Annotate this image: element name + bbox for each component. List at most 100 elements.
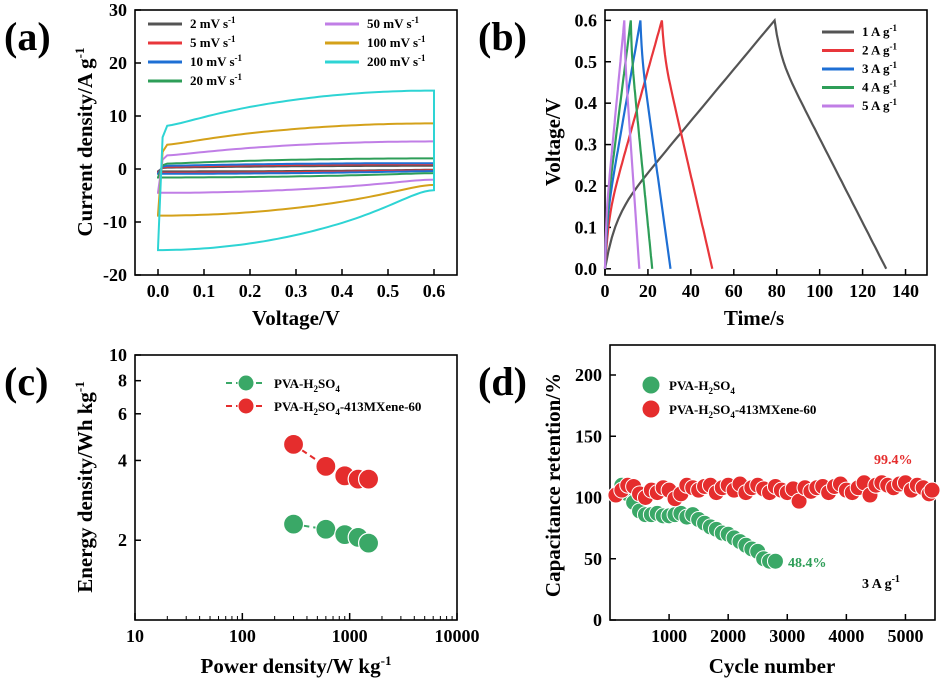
legend-swatch-marker-c (237, 397, 255, 415)
legend-label-a-sup: -1 (418, 53, 426, 63)
ragone-point (282, 433, 305, 455)
x-tick-label-c: 10 (126, 626, 144, 646)
cv-curves (157, 89, 435, 252)
y-axis-title-a-text: Current density/A g (73, 58, 97, 237)
legend-label-a-text: 5 mV s (190, 35, 228, 50)
x-tick-label-a: 0.4 (331, 281, 354, 301)
panel-d: (d) 1000 2000 3000 4000 5000 0 50 100 150 200 PV… (478, 344, 941, 678)
y-tick-label-c: 10 (109, 345, 127, 365)
legend-swatch-marker-d (641, 375, 661, 395)
cycling-points (607, 474, 941, 570)
y-tick-label-a: 20 (109, 53, 127, 73)
x-tick-label-a: 0.0 (147, 281, 170, 301)
legend-swatch-marker-c (237, 374, 255, 392)
cv-curve (157, 89, 435, 252)
legend-label-a-sup: -1 (235, 72, 243, 82)
legend-label-c-sub2: 4 (335, 384, 340, 394)
legend-label-d-text2: SO (713, 402, 730, 417)
legend-label-a-text: 200 mV s (367, 54, 418, 69)
legend-label-a-text: 10 mV s (190, 54, 235, 69)
x-tick-label-d: 4000 (828, 626, 864, 646)
cycling-point (923, 481, 941, 499)
x-ticks-c: 10 100 1000 10000 (126, 613, 480, 646)
panel-label-d: (d) (478, 359, 527, 404)
legend-label-b-sup: -1 (889, 23, 897, 33)
legend-label-b: 2 A g-1 (862, 42, 897, 58)
panel-label-a: (a) (4, 14, 51, 59)
legend-label-c-text: PVA-H (274, 376, 313, 391)
legend-label-a-text: 2 mV s (190, 16, 228, 31)
legend-label-b: 4 A g-1 (862, 79, 897, 95)
legend-label-b-sup: -1 (889, 97, 897, 107)
y-tick-label-d: 150 (575, 426, 602, 446)
x-tick-label-d: 5000 (887, 626, 923, 646)
legend-label-a-sup: -1 (418, 34, 426, 44)
legend-label-a: 2 mV s-1 (190, 15, 236, 31)
gcd-curves (603, 17, 888, 270)
legend-label-c-text2: SO (318, 399, 335, 414)
y-tick-label-d: 50 (584, 549, 602, 569)
legend-label-a-text: 100 mV s (367, 35, 418, 50)
y-tick-label-b: 0.2 (575, 176, 598, 196)
annotation-rate: 3 A g-1 (862, 574, 900, 592)
y-tick-label-a: 30 (109, 0, 127, 20)
x-axis-title-d: Cycle number (709, 654, 836, 678)
legend-label-b: 1 A g-1 (862, 23, 897, 39)
x-tick-label-a: 0.1 (193, 281, 216, 301)
x-tick-label-d: 1000 (651, 626, 687, 646)
panel-label-c: (c) (4, 359, 48, 404)
legend-label-d: PVA-H2SO4 (669, 378, 735, 396)
legend-label-c: PVA-H2SO4 (274, 376, 340, 394)
ragone-point (315, 518, 337, 540)
annotation-rate-sup: -1 (892, 574, 900, 585)
x-axis-title-c-sup: -1 (381, 653, 392, 668)
ragone-point (315, 455, 337, 477)
legend-label-c-sub1: 2 (313, 407, 318, 417)
y-ticks-d: 0 50 100 150 200 (575, 365, 616, 630)
cycling-point (766, 552, 784, 570)
y-tick-label-c: 4 (118, 450, 127, 470)
legend-label-d-sub1: 2 (708, 386, 713, 396)
annotation-green-end: 48.4% (788, 556, 827, 571)
legend-label-a: 100 mV s-1 (367, 34, 426, 50)
legend-label-b-text: 1 A g (862, 24, 890, 39)
ragone-point (357, 532, 380, 554)
gcd-curve (603, 20, 654, 269)
legend-label-a-sup: -1 (228, 34, 236, 44)
gcd-curve (603, 20, 672, 269)
x-axis-title-b: Time/s (724, 306, 784, 330)
gcd-curve (603, 20, 641, 269)
x-tick-label-c: 10000 (435, 626, 480, 646)
y-tick-label-d: 200 (575, 365, 602, 385)
legend-label-a: 5 mV s-1 (190, 34, 236, 50)
legend-label-c-text3: -413MXene-60 (340, 399, 422, 414)
y-tick-label-b: 0.4 (575, 93, 598, 113)
panel-b: (b) 0 20 40 60 80 100 120 140 0.00.10.20.30.40.… (478, 9, 928, 330)
legend-label-c-sub2: 4 (335, 407, 340, 417)
legend-label-b-sup: -1 (889, 79, 897, 89)
x-tick-label-b: 100 (806, 281, 833, 301)
panel-a: (a) 0.0 0.1 0.2 0.3 0.4 0.5 0.6 -20-100102030 … (4, 0, 458, 330)
legend-label-c-text2: SO (318, 376, 335, 391)
legend-label-d-sub1: 2 (708, 410, 713, 420)
plot-frame-c (134, 354, 458, 621)
legend-label-c-text: PVA-H (274, 399, 313, 414)
legend-label-a-sup: -1 (228, 15, 236, 25)
gcd-curve (603, 17, 888, 270)
x-tick-label-b: 140 (892, 281, 919, 301)
panel-label-b: (b) (478, 14, 527, 59)
y-tick-label-d: 0 (593, 610, 602, 630)
x-ticks-b: 0 20 40 60 80 100 120 140 (601, 269, 919, 301)
x-tick-label-b: 40 (682, 281, 700, 301)
annotation-red-end: 99.4% (874, 453, 913, 468)
legend-label-d-sub2: 4 (730, 386, 735, 396)
legend-label-d-text2: SO (713, 378, 730, 393)
legend-label-a-text: 20 mV s (190, 73, 235, 88)
legend-label-b-text: 4 A g (862, 80, 890, 95)
legend-label-d-sub2: 4 (730, 410, 735, 420)
x-tick-label-a: 0.3 (285, 281, 308, 301)
legend-label-d-text: PVA-H (669, 402, 708, 417)
legend-label-b: 5 A g-1 (862, 97, 897, 113)
y-axis-title-a: Current density/A g-1 (72, 48, 97, 237)
